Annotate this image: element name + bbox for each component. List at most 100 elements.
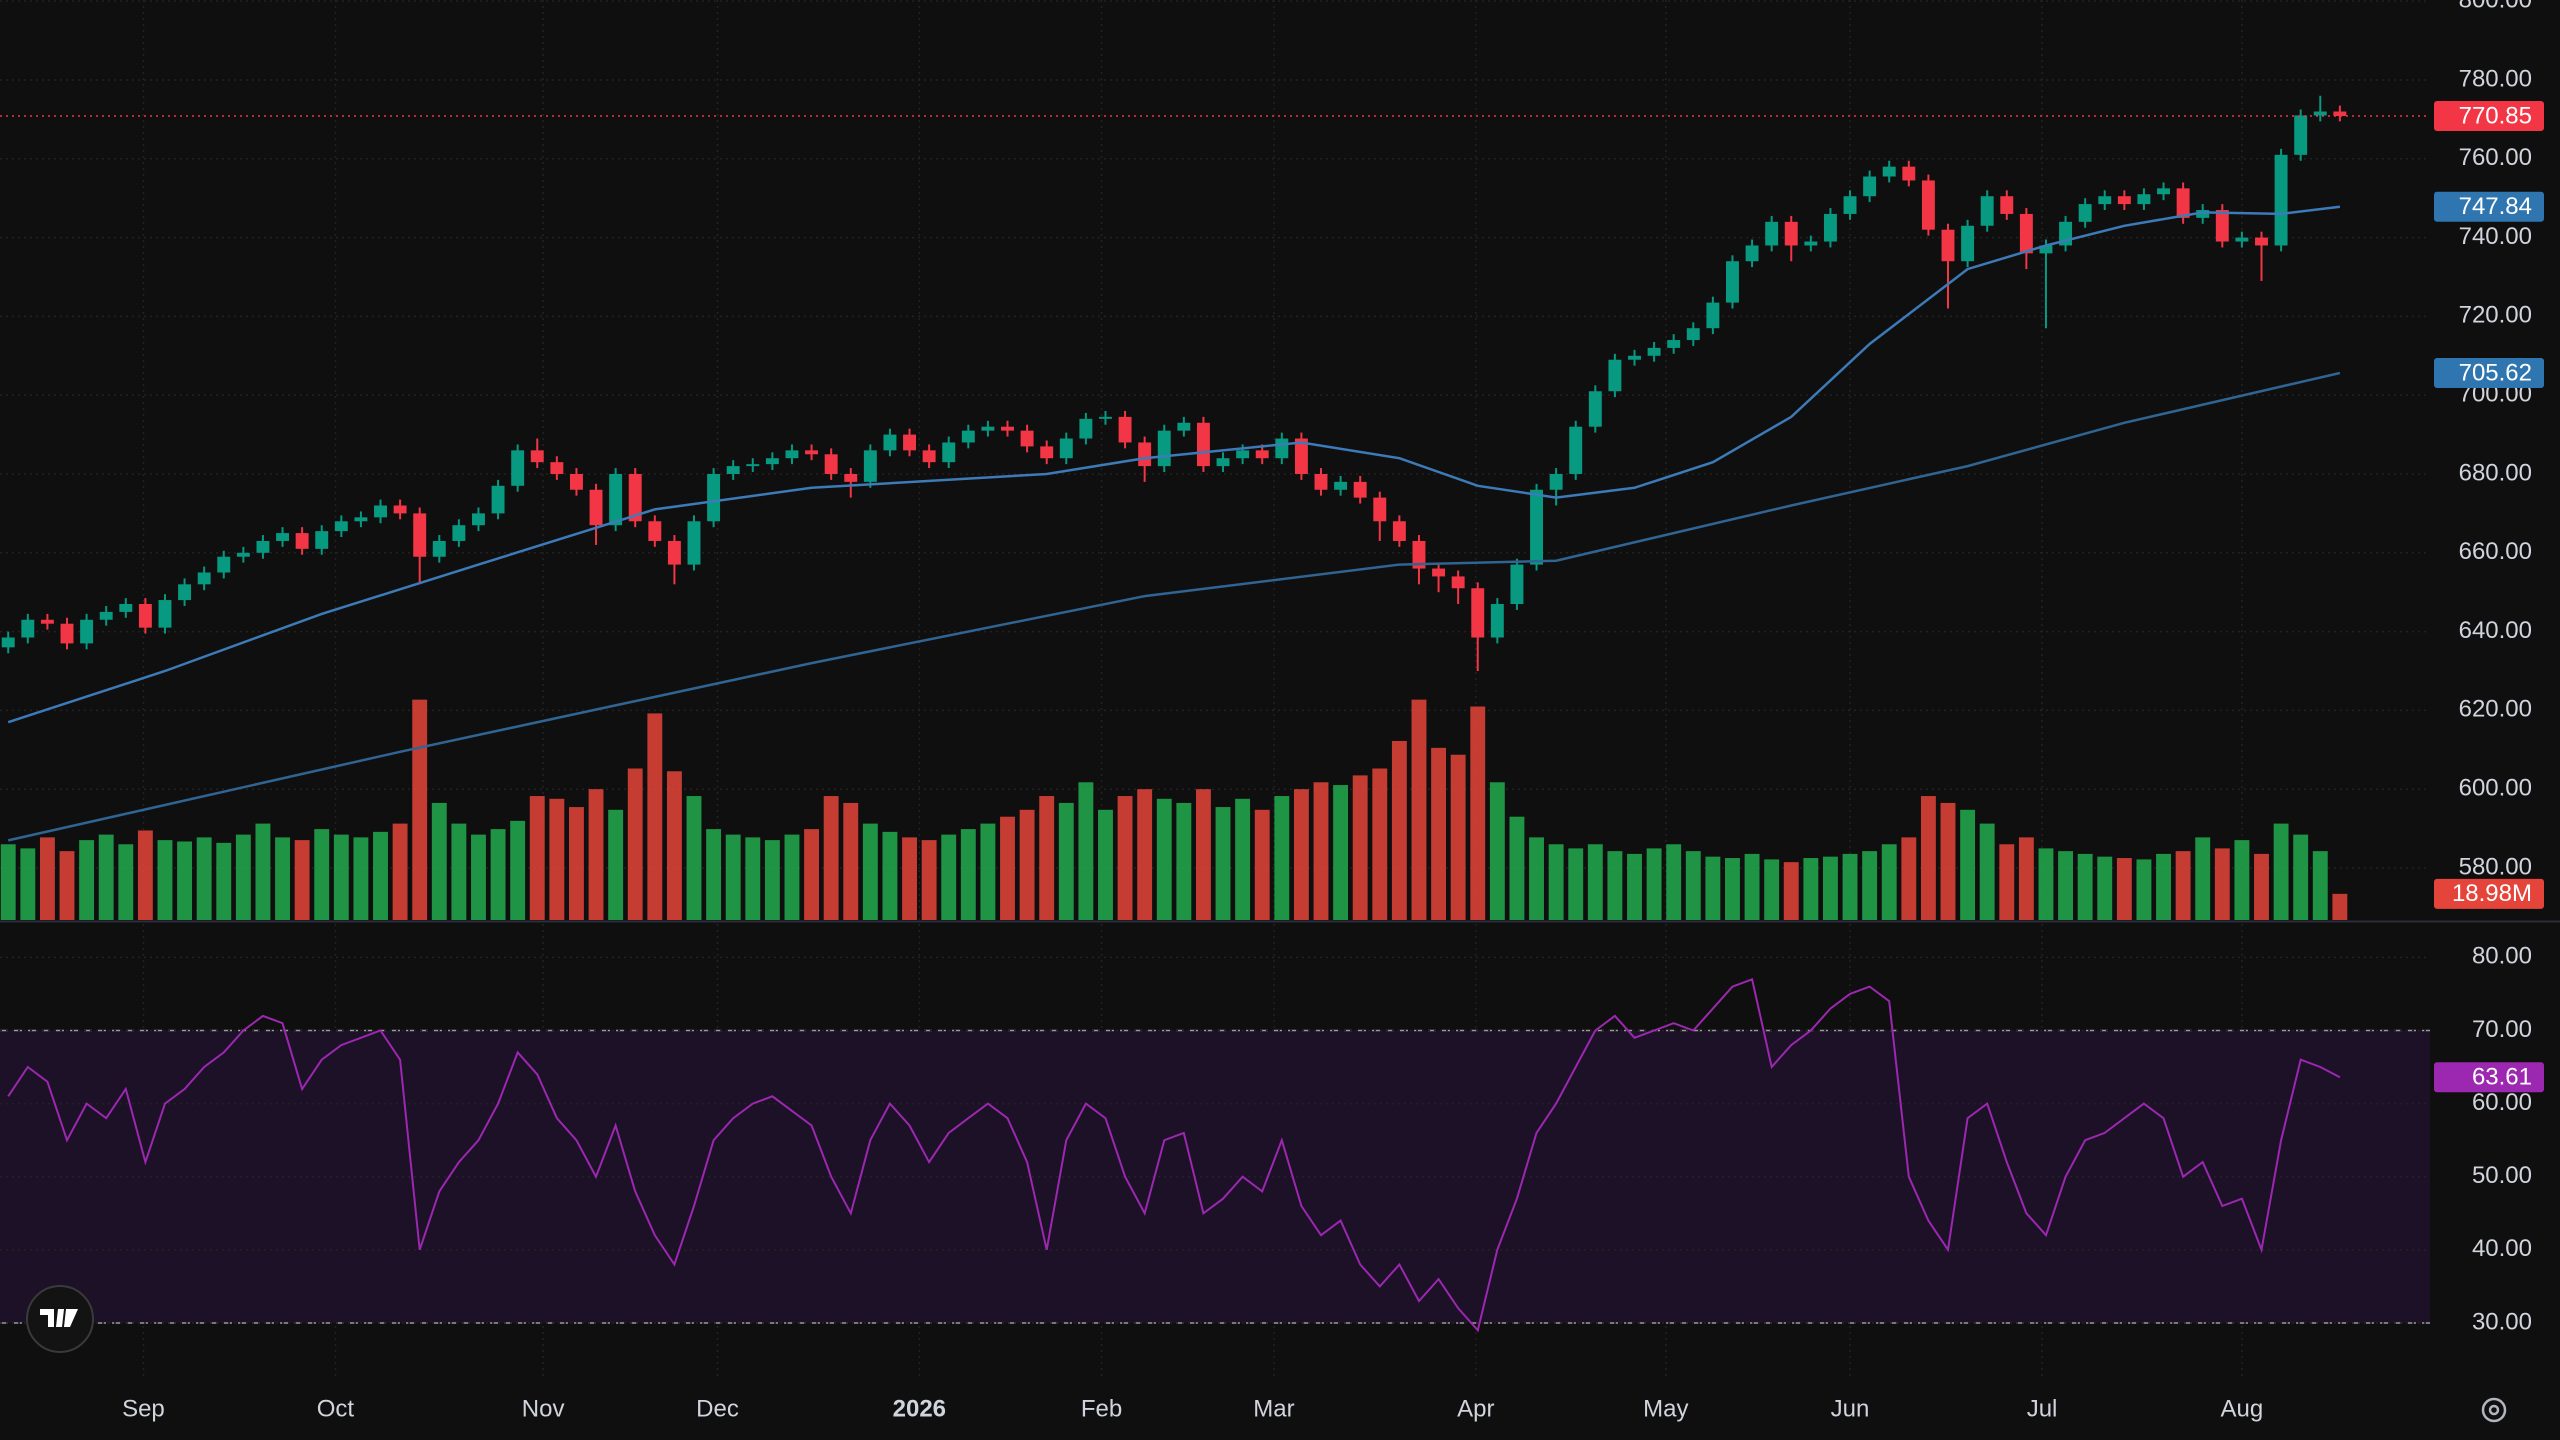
volume-bar bbox=[1842, 853, 1858, 920]
volume-bar bbox=[666, 771, 682, 920]
moving-average-label: 747.84 bbox=[2459, 193, 2532, 220]
y-tick-label: 30.00 bbox=[2472, 1308, 2532, 1335]
candle-body bbox=[746, 464, 760, 467]
volume-bar bbox=[1509, 816, 1525, 920]
candle-body bbox=[805, 450, 819, 455]
candle-body bbox=[1726, 261, 1739, 303]
candle-body bbox=[1765, 221, 1779, 246]
volume-bar bbox=[235, 834, 251, 920]
volume-bar bbox=[1901, 837, 1917, 920]
volume-bar bbox=[20, 848, 36, 920]
y-tick-label: 760.00 bbox=[2459, 144, 2532, 171]
candle-body bbox=[883, 434, 897, 451]
candle-body bbox=[236, 552, 250, 557]
candle-body bbox=[1177, 422, 1191, 431]
logo-glyph bbox=[40, 1309, 78, 1327]
volume-bar bbox=[2293, 834, 2309, 920]
candle-body bbox=[1667, 340, 1681, 348]
candle-body bbox=[99, 611, 113, 620]
volume-bar bbox=[216, 842, 232, 920]
volume-bar bbox=[549, 798, 565, 920]
volume-bar bbox=[1431, 747, 1447, 920]
candle-body bbox=[648, 521, 662, 541]
candle-body bbox=[1510, 564, 1524, 605]
candle-body bbox=[1216, 458, 1230, 467]
candle-body bbox=[2196, 210, 2210, 218]
volume-bar bbox=[275, 837, 290, 920]
x-tick-label: Jun bbox=[1831, 1395, 1870, 1422]
grid-layer bbox=[0, 0, 2430, 1380]
candle-body bbox=[1255, 450, 1269, 459]
y-tick-label: 680.00 bbox=[2459, 459, 2532, 486]
volume-bar bbox=[1450, 754, 1466, 920]
volume-bar bbox=[1685, 851, 1701, 920]
candle-body bbox=[1569, 426, 1583, 474]
candle-body bbox=[1392, 521, 1406, 541]
candle-body bbox=[1, 637, 15, 648]
candle-body bbox=[491, 485, 505, 514]
y-tick-label: 720.00 bbox=[2459, 302, 2532, 329]
volume-bar bbox=[177, 841, 193, 920]
volume-bar bbox=[2077, 853, 2093, 920]
volume-bar bbox=[1940, 802, 1956, 920]
candle-body bbox=[2157, 188, 2170, 195]
candle-body bbox=[1040, 446, 1054, 459]
candle-body bbox=[1980, 196, 1994, 226]
volume-bar bbox=[941, 834, 957, 920]
logo[interactable] bbox=[26, 1285, 94, 1353]
rsi-band bbox=[0, 1030, 2430, 1323]
y-tick-label: 620.00 bbox=[2459, 696, 2532, 723]
volume-bar bbox=[1607, 851, 1623, 920]
candle-body bbox=[550, 462, 564, 474]
candle-body bbox=[432, 540, 446, 557]
volume-bar bbox=[1666, 844, 1682, 920]
volume-bar bbox=[2097, 856, 2113, 920]
volume-bar bbox=[294, 840, 310, 920]
candle-body bbox=[1275, 438, 1289, 459]
volume-bar bbox=[686, 796, 702, 920]
candle-body bbox=[569, 473, 583, 490]
volume-bar bbox=[568, 807, 584, 920]
y-tick-label: 50.00 bbox=[2472, 1162, 2532, 1189]
candle-body bbox=[589, 489, 603, 526]
candle-body bbox=[981, 426, 995, 431]
volume-bar bbox=[2038, 848, 2054, 920]
candle-body bbox=[765, 458, 779, 465]
candle-body bbox=[354, 517, 368, 522]
candle-body bbox=[40, 619, 54, 624]
volume-bar bbox=[882, 831, 898, 920]
volume-bar bbox=[1725, 858, 1740, 920]
volume-bar bbox=[1783, 862, 1799, 920]
volume-bar bbox=[1705, 856, 1721, 920]
y-tick-label: 60.00 bbox=[2472, 1089, 2532, 1116]
volume-bar bbox=[980, 823, 996, 920]
volume-bar bbox=[59, 851, 75, 920]
volume-bar bbox=[79, 840, 95, 920]
candle-body bbox=[1961, 225, 1975, 262]
x-tick-label: Apr bbox=[1457, 1395, 1494, 1422]
volume-bar bbox=[1372, 768, 1388, 920]
candle-body bbox=[1686, 328, 1700, 341]
volume-bar bbox=[1979, 823, 1995, 920]
candle-body bbox=[1196, 422, 1210, 467]
candle-body bbox=[1804, 241, 1818, 246]
candle-body bbox=[2019, 213, 2033, 254]
candle-body bbox=[667, 540, 681, 565]
volume-bar bbox=[1587, 844, 1603, 920]
volume-bar bbox=[255, 823, 271, 920]
moving-average-label-bg bbox=[2434, 191, 2544, 222]
volume-bar bbox=[1235, 798, 1251, 920]
volume-bar bbox=[529, 796, 545, 920]
candle-body bbox=[1451, 576, 1465, 589]
volume-bar bbox=[1215, 807, 1231, 920]
settings-button[interactable] bbox=[2481, 1397, 2507, 1423]
candle-body bbox=[942, 442, 956, 463]
candle-body bbox=[1608, 359, 1622, 392]
volume-bar bbox=[1391, 740, 1407, 920]
volume-bar bbox=[1137, 789, 1153, 920]
volume-bar bbox=[843, 802, 859, 920]
volume-bar bbox=[2273, 823, 2289, 920]
volume-bar bbox=[1999, 844, 2015, 920]
volume-bar bbox=[764, 840, 780, 920]
x-tick-label: Feb bbox=[1081, 1395, 1122, 1422]
